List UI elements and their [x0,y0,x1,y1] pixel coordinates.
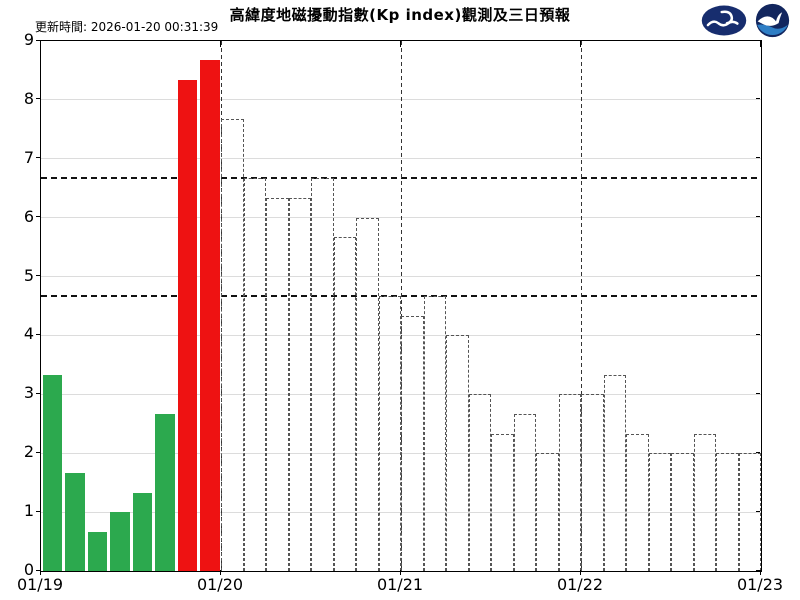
logo-group [701,3,790,42]
xtick-top [399,41,401,47]
forecast-kp-bar [356,217,379,571]
forecast-kp-bar [468,394,491,571]
day-boundary-01/21 [400,41,402,571]
forecast-kp-bar [446,335,469,571]
forecast-kp-bar [423,295,446,571]
forecast-kp-bar [536,453,559,571]
chart-title: 高緯度地磁擾動指數(Kp index)觀測及三日預報 [229,6,571,24]
observed-kp-bar [155,413,175,571]
observed-kp-bar [65,472,85,571]
ytick-right [756,98,760,100]
xtick-top [39,41,41,47]
forecast-kp-bar [491,433,514,571]
day-boundary-01/22 [580,41,582,571]
forecast-kp-bar [558,394,581,571]
ytick-left [36,98,40,100]
forecast-kp-bar [581,394,604,571]
observed-kp-bar [87,531,107,571]
xtick-bottom [219,570,221,575]
forecast-kp-bar [311,178,334,571]
ytick-right [756,157,760,159]
forecast-kp-bar [603,374,626,571]
cwa-logo-icon [701,5,747,40]
ytick-right [756,392,760,394]
observed-kp-bar [132,492,152,571]
ytick-right [756,569,760,571]
x-axis-tick-label: 01/23 [736,575,784,594]
y-axis-tick-label: 9 [23,30,34,49]
ytick-right [756,333,760,335]
y-axis-tick-label: 2 [23,442,34,462]
forecast-kp-bar [243,178,266,571]
forecast-kp-bar [648,453,671,571]
forecast-kp-bar [716,453,739,571]
ytick-left [36,216,40,218]
xtick-top [579,41,581,47]
y-axis-tick-label: 0 [23,560,34,579]
ytick-left [36,451,40,453]
ytick-left [36,569,40,571]
xtick-top [759,41,761,47]
xtick-bottom [759,570,761,575]
x-axis-tick-label: 01/19 [16,575,64,594]
x-axis-tick-label: 01/20 [196,575,244,594]
xtick-bottom [399,570,401,575]
ytick-left [36,333,40,335]
y-axis-tick-label: 6 [23,206,34,226]
update-time-label: 更新時間: 2026-01-20 00:31:39 [35,20,219,34]
ytick-left [36,157,40,159]
forecast-kp-bar [671,453,694,571]
forecast-kp-bar [266,198,289,571]
y-axis-tick-label: 8 [23,88,34,108]
observed-kp-bar [42,374,62,571]
observed-kp-bar [177,80,197,571]
ytick-right [756,275,760,277]
forecast-kp-bar [513,413,536,571]
forecast-kp-bar [693,433,716,571]
forecast-kp-bar [738,453,761,571]
y-axis-tick-label: 5 [23,265,34,285]
forecast-kp-bar [378,295,401,571]
observed-kp-bar [110,512,130,571]
forecast-kp-bar [626,433,649,571]
y-axis-tick-label: 7 [23,147,34,167]
x-axis-tick-label: 01/22 [556,575,604,594]
forecast-kp-bar [401,316,424,571]
plot-area [40,40,762,572]
forecast-kp-bar [288,198,311,571]
x-axis-tick-label: 01/21 [376,575,424,594]
ytick-right [756,510,760,512]
ytick-left [36,39,40,41]
ytick-left [36,275,40,277]
y-axis-tick-label: 3 [23,383,34,403]
y-axis-tick-label: 1 [23,501,34,521]
ytick-right [756,216,760,218]
noaa-logo-icon [755,3,790,42]
y-axis-tick-label: 4 [23,324,34,344]
xtick-bottom [579,570,581,575]
xtick-bottom [39,570,41,575]
forecast-kp-bar [333,237,356,571]
ytick-left [36,510,40,512]
ytick-left [36,392,40,394]
ytick-right [756,39,760,41]
ytick-right [756,451,760,453]
xtick-top [219,41,221,47]
observed-kp-bar [200,60,220,571]
forecast-kp-bar [221,119,244,571]
